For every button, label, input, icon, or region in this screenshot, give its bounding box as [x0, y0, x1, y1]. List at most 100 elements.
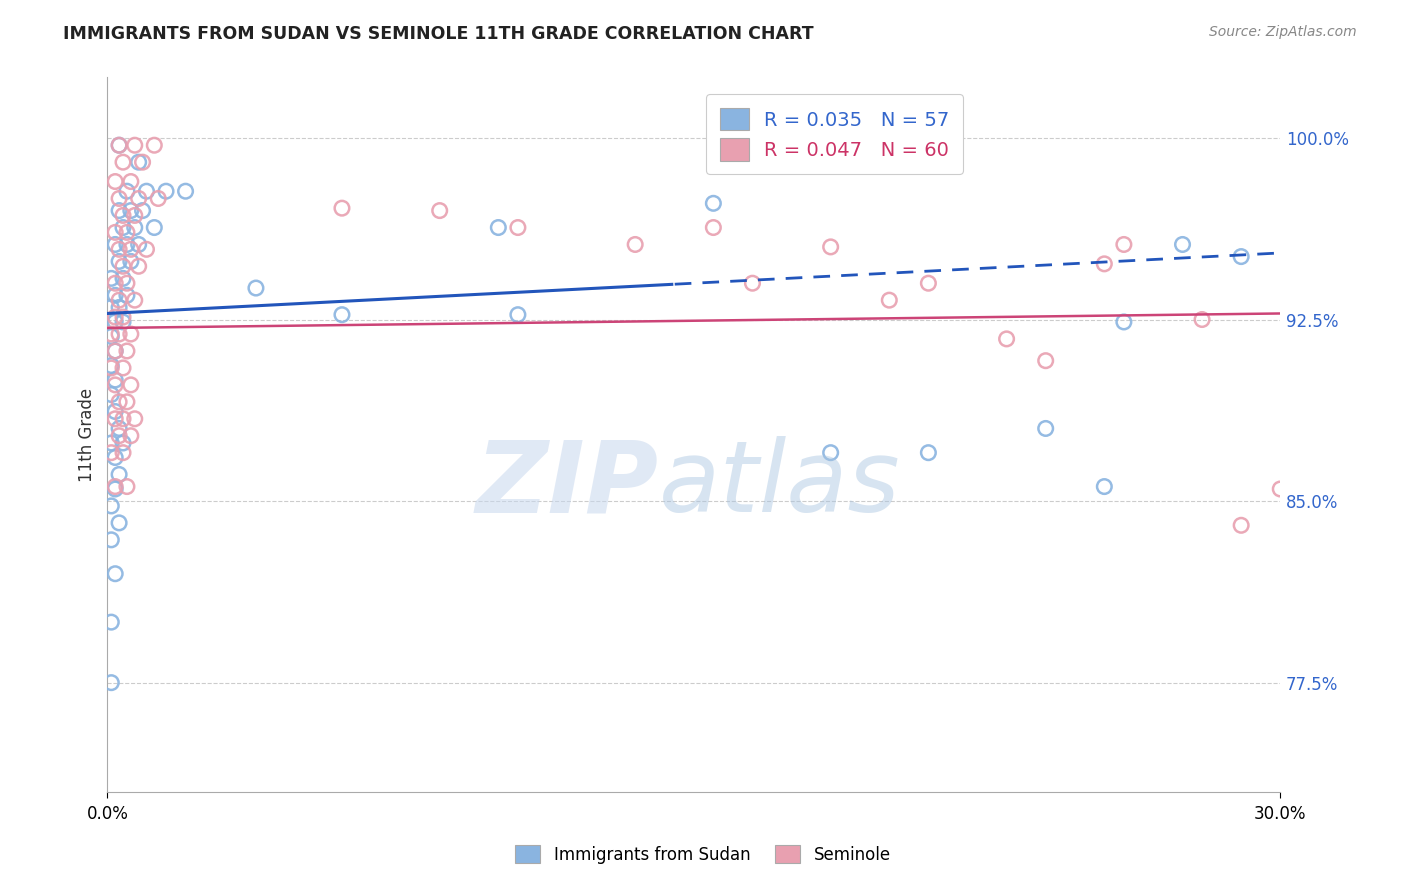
Text: Source: ZipAtlas.com: Source: ZipAtlas.com — [1209, 25, 1357, 39]
Point — [115, 237, 138, 252]
Point — [108, 394, 131, 409]
Point — [104, 373, 127, 387]
Point — [104, 377, 127, 392]
Point — [820, 240, 842, 254]
Point — [104, 288, 127, 302]
Point — [108, 516, 131, 530]
Point — [148, 192, 170, 206]
Point — [143, 220, 166, 235]
Point — [115, 277, 138, 291]
Point — [128, 155, 150, 169]
Point — [104, 310, 127, 324]
Point — [1270, 482, 1292, 496]
Point — [104, 411, 127, 425]
Point — [1230, 250, 1253, 264]
Point — [131, 203, 153, 218]
Point — [135, 243, 157, 257]
Point — [104, 404, 127, 418]
Point — [124, 209, 146, 223]
Point — [100, 499, 122, 513]
Point — [104, 566, 127, 581]
Point — [104, 237, 127, 252]
Point — [120, 254, 142, 268]
Point — [100, 533, 122, 547]
Point — [115, 394, 138, 409]
Point — [108, 428, 131, 442]
Point — [174, 184, 197, 198]
Point — [108, 192, 131, 206]
Text: atlas: atlas — [658, 436, 900, 533]
Point — [741, 277, 763, 291]
Point — [108, 301, 131, 315]
Point — [131, 155, 153, 169]
Point — [702, 196, 724, 211]
Point — [111, 271, 134, 285]
Legend: Immigrants from Sudan, Seminole: Immigrants from Sudan, Seminole — [509, 838, 897, 871]
Point — [917, 445, 939, 459]
Point — [155, 184, 177, 198]
Point — [100, 271, 122, 285]
Point — [115, 184, 138, 198]
Point — [128, 192, 150, 206]
Point — [111, 209, 134, 223]
Point — [1035, 353, 1057, 368]
Text: ZIP: ZIP — [475, 436, 658, 533]
Point — [128, 237, 150, 252]
Point — [124, 220, 146, 235]
Point — [120, 326, 142, 341]
Point — [1230, 518, 1253, 533]
Point — [330, 308, 353, 322]
Y-axis label: 11th Grade: 11th Grade — [79, 387, 96, 482]
Point — [111, 310, 134, 324]
Point — [111, 411, 134, 425]
Point — [1171, 237, 1194, 252]
Point — [115, 479, 138, 493]
Point — [506, 308, 529, 322]
Point — [104, 343, 127, 358]
Point — [624, 237, 647, 252]
Point — [143, 138, 166, 153]
Point — [120, 243, 142, 257]
Point — [100, 675, 122, 690]
Point — [330, 201, 353, 215]
Point — [111, 220, 134, 235]
Point — [820, 445, 842, 459]
Point — [108, 243, 131, 257]
Point — [111, 260, 134, 274]
Text: IMMIGRANTS FROM SUDAN VS SEMINOLE 11TH GRADE CORRELATION CHART: IMMIGRANTS FROM SUDAN VS SEMINOLE 11TH G… — [63, 25, 814, 43]
Point — [108, 326, 131, 341]
Point — [111, 445, 134, 459]
Point — [100, 387, 122, 401]
Point — [104, 315, 127, 329]
Point — [115, 288, 138, 302]
Point — [124, 138, 146, 153]
Point — [506, 220, 529, 235]
Point — [1092, 257, 1115, 271]
Point — [104, 226, 127, 240]
Point — [115, 343, 138, 358]
Point — [1112, 315, 1135, 329]
Point — [100, 359, 122, 373]
Point — [879, 293, 901, 308]
Point — [1035, 421, 1057, 435]
Point — [120, 203, 142, 218]
Point — [104, 479, 127, 493]
Point — [124, 293, 146, 308]
Point — [108, 138, 131, 153]
Point — [120, 428, 142, 442]
Point — [702, 220, 724, 235]
Point — [128, 260, 150, 274]
Point — [1191, 312, 1213, 326]
Point — [486, 220, 509, 235]
Point — [104, 482, 127, 496]
Point — [995, 332, 1018, 346]
Point — [111, 360, 134, 375]
Point — [100, 326, 122, 341]
Point — [104, 277, 127, 291]
Point — [111, 155, 134, 169]
Legend: R = 0.035   N = 57, R = 0.047   N = 60: R = 0.035 N = 57, R = 0.047 N = 60 — [706, 95, 963, 174]
Point — [108, 421, 131, 435]
Point — [917, 277, 939, 291]
Point — [100, 615, 122, 629]
Point — [108, 467, 131, 482]
